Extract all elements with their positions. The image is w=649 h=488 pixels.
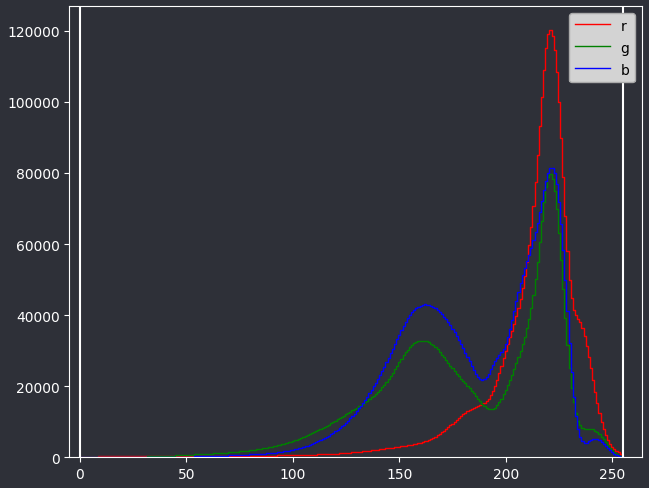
r xyxy=(345,450,352,456)
Line: g: g xyxy=(80,175,623,457)
b xyxy=(549,166,557,172)
g xyxy=(619,453,627,459)
r xyxy=(619,453,627,459)
b xyxy=(249,451,256,457)
r xyxy=(546,28,554,34)
b xyxy=(278,449,286,455)
g xyxy=(315,427,323,433)
r xyxy=(282,452,290,458)
r xyxy=(276,452,284,458)
g xyxy=(249,447,256,453)
Legend: r, g, b: r, g, b xyxy=(569,14,635,83)
b xyxy=(619,453,627,459)
g xyxy=(278,441,286,447)
r xyxy=(76,454,84,460)
g xyxy=(285,440,293,446)
Line: b: b xyxy=(80,169,623,457)
b xyxy=(285,447,293,453)
r xyxy=(247,453,254,459)
b xyxy=(347,416,354,422)
r xyxy=(517,296,524,302)
b xyxy=(125,454,133,460)
b xyxy=(315,438,323,444)
Line: r: r xyxy=(80,31,623,457)
g xyxy=(99,454,107,460)
b xyxy=(76,454,84,460)
r xyxy=(312,452,320,458)
g xyxy=(76,454,84,460)
g xyxy=(519,341,527,347)
b xyxy=(519,273,527,279)
g xyxy=(347,409,354,415)
g xyxy=(546,172,554,178)
